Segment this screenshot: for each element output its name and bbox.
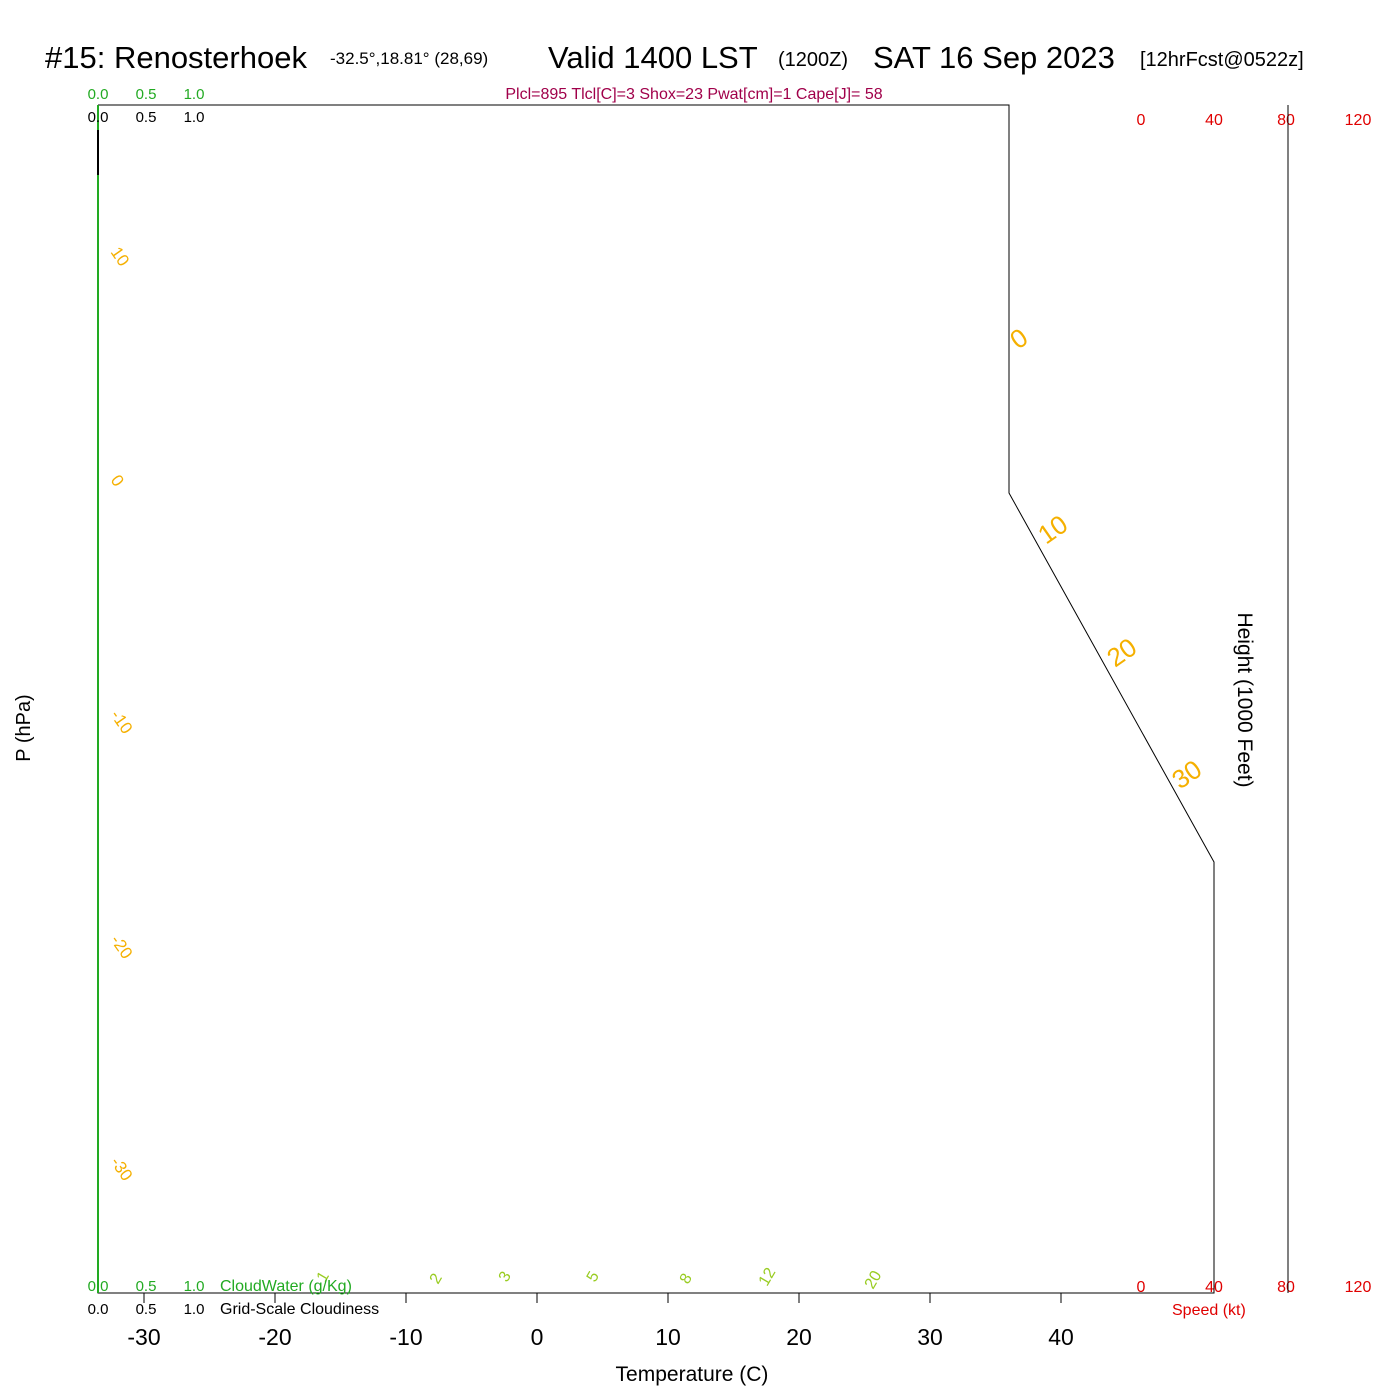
station-title: #15: Renosterhoek	[45, 40, 307, 75]
speed-tick-top: 80	[1277, 112, 1295, 129]
temperature-tick-label: 30	[917, 1324, 943, 1350]
speed-tick-bottom: 80	[1277, 1279, 1295, 1296]
y-axis-title: P (hPa)	[13, 694, 35, 761]
utc-time: (1200Z)	[778, 49, 848, 71]
cloudiness-tick-top: 0.0	[88, 109, 109, 126]
temperature-tick-label: 20	[786, 1324, 812, 1350]
cloudwater-tick-bottom: 0.0	[88, 1278, 109, 1295]
cloudwater-tick-bottom: 0.5	[136, 1278, 157, 1295]
isotherm-label: -20	[107, 931, 137, 962]
mixing-ratio-label: 3	[496, 1269, 515, 1285]
isotherm-label: -30	[107, 1153, 137, 1184]
temperature-tick-label: 0	[531, 1324, 544, 1350]
isotherm-label: -10	[107, 706, 137, 737]
thermo-grid	[0, 0, 1400, 1293]
speed-tick-top: 40	[1205, 112, 1223, 129]
cloudiness-label: Grid-Scale Cloudiness	[220, 1301, 379, 1318]
speed-axis-title: Speed (kt)	[1172, 1302, 1246, 1319]
valid-date: SAT 16 Sep 2023	[873, 40, 1115, 75]
cloudwater-tick-top: 0.0	[88, 86, 109, 103]
mixing-ratio-label: 5	[584, 1269, 603, 1285]
speed-tick-bottom: 40	[1205, 1279, 1223, 1296]
cloudiness-tick-top: 0.5	[136, 109, 157, 126]
temperature-tick-label: -30	[127, 1324, 160, 1350]
axis-labels: 2503004005007008501000-30-20-10010203040…	[107, 105, 1289, 1350]
temperature-tick-label: 10	[655, 1324, 681, 1350]
temperature-tick-label: 40	[1048, 1324, 1074, 1350]
parcel-indices: Plcl=895 Tlcl[C]=3 Shox=23 Pwat[cm]=1 Ca…	[505, 86, 882, 103]
mixing-ratio-label: 8	[677, 1271, 696, 1287]
isotherm-label: 20	[1101, 632, 1142, 673]
mixing-ratio-label: 2	[427, 1271, 446, 1287]
isotherm-label: 0	[107, 471, 128, 490]
isotherm-label: 30	[1166, 754, 1207, 795]
plot-border	[97, 104, 1215, 1294]
speed-tick-top: 120	[1345, 112, 1372, 129]
x-axis-title: Temperature (C)	[616, 1363, 769, 1386]
speed-tick-bottom: 120	[1345, 1279, 1372, 1296]
cloudwater-label: CloudWater (g/Kg)	[220, 1278, 352, 1295]
wind-speed-panel: 0 0 40 40 80 80 120 120	[1137, 112, 1372, 1296]
isotherm-label: 10	[1032, 509, 1073, 550]
plot-frame	[97, 104, 1215, 1294]
cloudiness-tick-bottom: 0.0	[88, 1301, 109, 1318]
forecast-info: [12hrFcst@0522z]	[1140, 49, 1304, 71]
cloudiness-tick-top: 1.0	[184, 109, 205, 126]
speed-tick-top: 0	[1137, 112, 1146, 129]
valid-time: Valid 1400 LST	[548, 40, 758, 75]
height-axis-title: Height (1000 Feet)	[1233, 612, 1256, 787]
cloudwater-tick-top: 1.0	[184, 86, 205, 103]
temperature-tick-label: -20	[258, 1324, 291, 1350]
cloudiness-tick-bottom: 1.0	[184, 1301, 205, 1318]
mixing-ratio-label: 12	[756, 1265, 780, 1289]
cloudiness-tick-bottom: 0.5	[136, 1301, 157, 1318]
temperature-tick-label: -10	[389, 1324, 422, 1350]
cloudwater-tick-top: 0.5	[136, 86, 157, 103]
station-coords: -32.5°,18.81° (28,69)	[330, 49, 488, 68]
speed-tick-bottom: 0	[1137, 1279, 1146, 1296]
mixing-ratio-label: 20	[862, 1268, 886, 1292]
cloud-panel: 0.0 0.5 1.0 0.0 0.5 1.0 0.0 0.5 1.0 0.0 0.5 1.0	[88, 86, 205, 1318]
isotherm-label: 10	[107, 243, 133, 269]
cloudwater-tick-bottom: 1.0	[184, 1278, 205, 1295]
